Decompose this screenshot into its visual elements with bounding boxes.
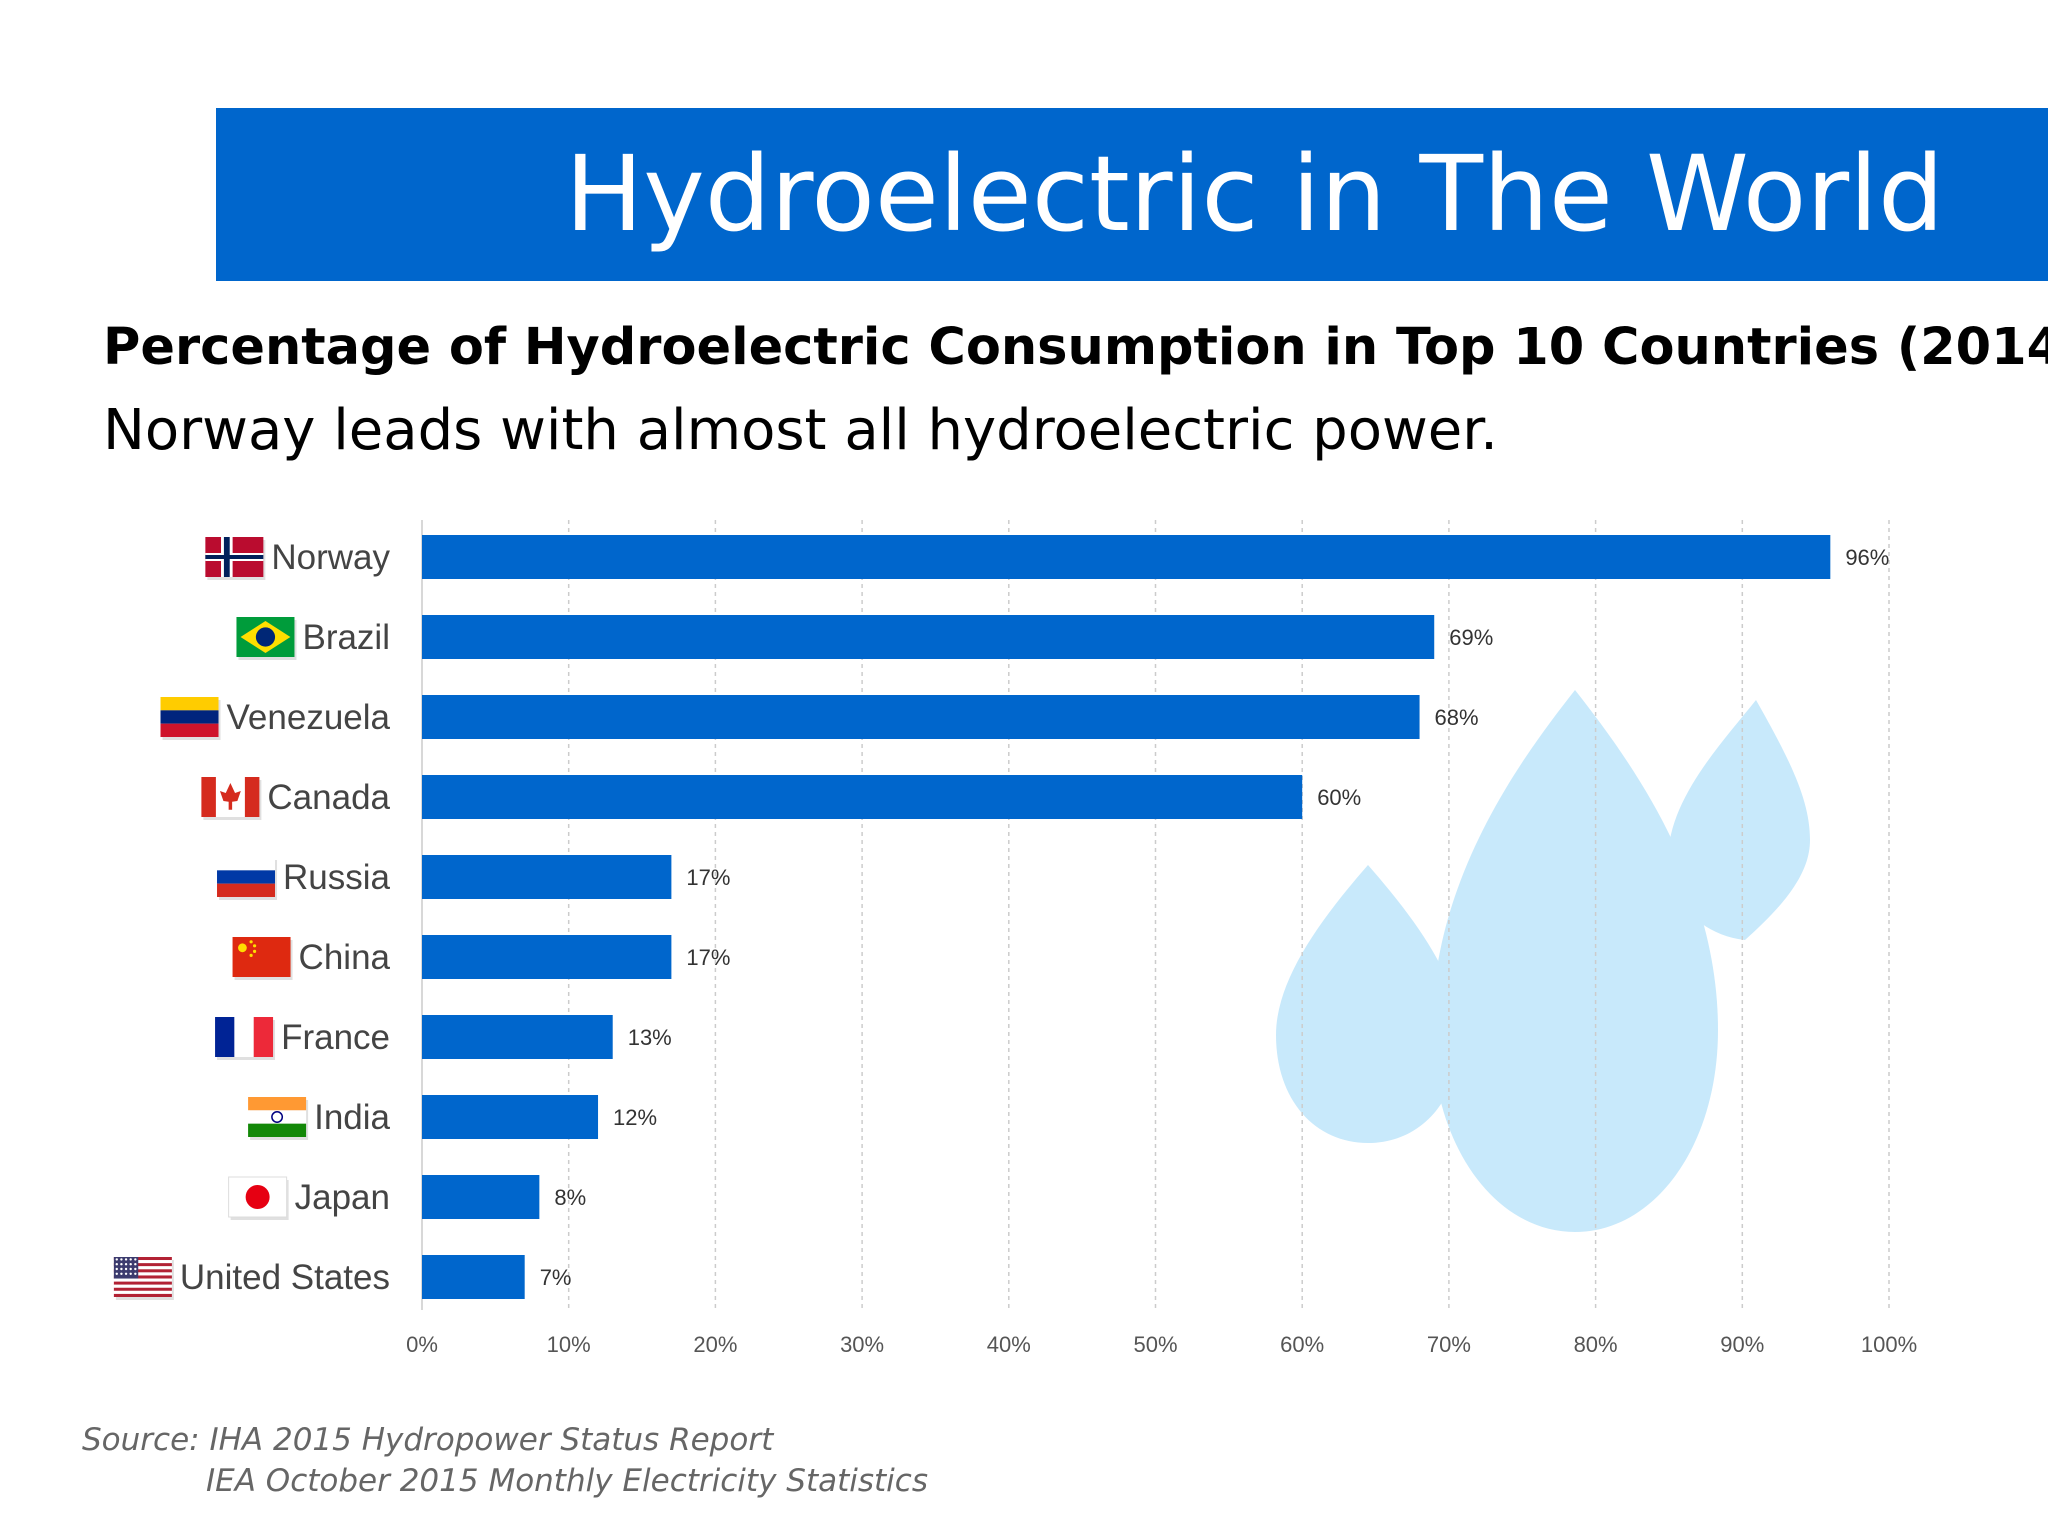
category-labels: Norway Brazil Venezuela Canada Russia China Fr… <box>180 538 391 1297</box>
bar <box>422 1255 525 1299</box>
value-label: 17% <box>686 865 730 890</box>
category-label: United States <box>180 1258 390 1297</box>
bar <box>422 1175 540 1219</box>
russia-flag-icon <box>217 857 278 900</box>
value-label: 7% <box>540 1265 572 1290</box>
norway-flag-icon <box>205 537 266 580</box>
source-note: Source: IHA 2015 Hydropower Status Repor… <box>82 1420 928 1502</box>
category-label: India <box>314 1098 390 1137</box>
x-tick-label: 50% <box>1133 1332 1177 1357</box>
x-tick-label: 10% <box>547 1332 591 1357</box>
value-label: 13% <box>628 1025 672 1050</box>
china-flag-icon <box>232 937 293 980</box>
bar <box>422 615 1435 659</box>
source-line-1: Source: IHA 2015 Hydropower Status Repor… <box>82 1422 774 1458</box>
x-tick-label: 60% <box>1280 1332 1324 1357</box>
india-flag-icon <box>248 1097 309 1140</box>
venezuela-flag-icon <box>160 697 221 740</box>
slide-title: Hydroelectric in The World <box>565 133 1944 255</box>
x-tick-label: 90% <box>1720 1332 1764 1357</box>
bar <box>422 535 1831 579</box>
water-drop-left <box>1276 865 1460 1143</box>
x-tick-label: 0% <box>406 1332 438 1357</box>
value-label: 68% <box>1435 705 1479 730</box>
x-tick-label: 70% <box>1427 1332 1471 1357</box>
value-label: 96% <box>1845 545 1889 570</box>
category-label: Brazil <box>302 618 390 657</box>
water-drop-center <box>1432 690 1718 1232</box>
title-banner: Hydroelectric in The World <box>216 108 2048 281</box>
chart-heading: Percentage of Hydroelectric Consumption … <box>103 318 2048 377</box>
france-flag-icon <box>215 1017 276 1060</box>
bar <box>422 935 672 979</box>
chart-subheading: Norway leads with almost all hydroelectr… <box>103 398 1498 463</box>
x-tick-label: 80% <box>1574 1332 1618 1357</box>
canada-flag-icon <box>201 777 262 820</box>
x-tick-label: 40% <box>987 1332 1031 1357</box>
category-label: Canada <box>267 778 390 817</box>
x-tick-label: 30% <box>840 1332 884 1357</box>
category-label: Norway <box>271 538 390 577</box>
bars <box>422 535 1831 1299</box>
x-tick-label: 100% <box>1861 1332 1917 1357</box>
value-label: 12% <box>613 1105 657 1130</box>
value-label: 8% <box>554 1185 586 1210</box>
value-label: 17% <box>686 945 730 970</box>
source-line-2: IEA October 2015 Monthly Electricity Sta… <box>206 1463 928 1499</box>
bar <box>422 1095 599 1139</box>
bar <box>422 695 1420 739</box>
category-label: China <box>299 938 391 977</box>
united-states-flag-icon <box>113 1257 174 1300</box>
value-labels: 96% 69% 68% 60% 17% 17% 13% 12% 8% 7% <box>540 545 1890 1290</box>
bar <box>422 1015 613 1059</box>
value-label: 60% <box>1317 785 1361 810</box>
japan-flag-icon <box>228 1176 289 1220</box>
x-axis-ticks: 0% 10% 20% 30% 40% 50% 60% 70% 80% 90% 100% <box>406 1332 1917 1357</box>
category-label: Russia <box>283 858 391 897</box>
water-drops-icon <box>1276 690 1810 1232</box>
bar <box>422 775 1303 819</box>
flags <box>113 537 309 1300</box>
brazil-flag-icon <box>236 617 297 660</box>
x-tick-label: 20% <box>693 1332 737 1357</box>
category-label: Venezuela <box>227 698 391 737</box>
value-label: 69% <box>1449 625 1493 650</box>
bar <box>422 855 672 899</box>
category-label: France <box>281 1018 390 1057</box>
water-drop-right <box>1668 700 1810 940</box>
category-label: Japan <box>295 1178 390 1217</box>
